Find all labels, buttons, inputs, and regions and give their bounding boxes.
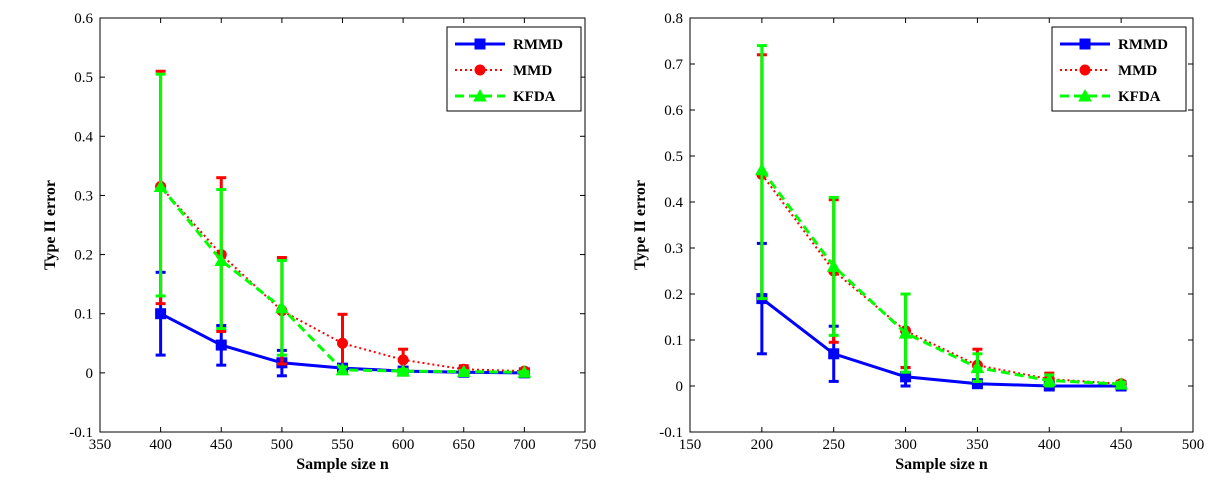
- data-point-kfda: [153, 179, 168, 193]
- legend-label-rmmd: RMMD: [513, 37, 563, 53]
- y-tick-label: 0.5: [74, 70, 93, 86]
- x-tick-label: 400: [149, 437, 172, 453]
- x-tick-label: 150: [679, 437, 702, 453]
- series-line-rmmd: [760, 297, 1122, 388]
- series-line-mmd: [761, 173, 1122, 385]
- y-tick-label: 0.6: [664, 103, 683, 119]
- data-point-kfda: [826, 259, 841, 272]
- y-tick-label: 0.4: [664, 195, 683, 211]
- legend-marker-mmd: [474, 64, 486, 76]
- data-point-rmmd: [828, 348, 840, 360]
- legend-label-kfda: KFDA: [513, 89, 556, 105]
- y-tick-label: 0.1: [664, 333, 683, 349]
- data-point-kfda: [898, 326, 913, 339]
- legend: RMMD MMD KFDA: [446, 26, 582, 112]
- x-tick-label: 400: [1038, 437, 1061, 453]
- series-line-kfda: [760, 168, 1122, 386]
- x-tick-label: 350: [89, 437, 112, 453]
- x-axis-label: Sample size n: [296, 456, 389, 473]
- y-tick-label: 0.2: [74, 248, 93, 264]
- legend-label-mmd: MMD: [513, 63, 552, 79]
- x-tick-label: 200: [751, 437, 774, 453]
- legend-label-mmd: MMD: [1118, 63, 1157, 79]
- legend-label-kfda: KFDA: [1118, 89, 1161, 105]
- data-point-kfda: [517, 365, 532, 378]
- right-chart-panel: 150 200 250 300 350 400 450 500 -0.1 0 0.1 0.2 0.3 0.…: [632, 11, 1204, 473]
- data-point-kfda: [275, 300, 289, 314]
- y-tick-label: 0.5: [664, 149, 683, 165]
- y-tick-label: 0.3: [664, 241, 683, 257]
- x-tick-label: 550: [331, 437, 354, 453]
- legend-marker-rmmd: [1079, 38, 1091, 50]
- x-tick-label: 500: [1182, 437, 1205, 453]
- x-tick-label: 450: [210, 437, 233, 453]
- x-tick-label: 250: [822, 437, 845, 453]
- data-point-kfda: [396, 364, 410, 377]
- x-tick-label: 750: [574, 437, 597, 453]
- y-tick-label: -0.1: [659, 425, 683, 441]
- y-tick-label: 0: [676, 379, 684, 395]
- data-point-kfda: [755, 162, 769, 176]
- series-kfda: [153, 72, 532, 378]
- data-point-kfda: [335, 362, 350, 376]
- legend-label-rmmd: RMMD: [1118, 37, 1168, 53]
- legend-marker-kfda: [1078, 88, 1092, 102]
- data-point-rmmd: [215, 339, 227, 351]
- x-tick-label: 350: [966, 437, 989, 453]
- series-kfda: [755, 44, 1128, 390]
- data-point-mmd: [397, 354, 409, 366]
- legend-marker-kfda: [473, 88, 487, 102]
- x-tick-label: 500: [271, 437, 294, 453]
- data-point-kfda: [1042, 373, 1057, 386]
- x-tick-label: 650: [453, 437, 476, 453]
- y-tick-label: -0.1: [69, 425, 93, 441]
- left-chart-panel: 350 400 450 500 550 600 650 700 750 -0.1 0 0.1 0.2 0.…: [42, 11, 596, 473]
- y-tick-label: 0.1: [74, 307, 93, 323]
- y-tick-label: 0.8: [664, 11, 683, 27]
- legend: RMMD MMD KFDA: [1051, 26, 1187, 112]
- legend-marker-mmd: [1079, 64, 1091, 76]
- data-point-kfda: [456, 364, 471, 378]
- y-axis-label: Type II error: [632, 180, 649, 270]
- x-tick-label: 700: [513, 437, 536, 453]
- y-tick-label: 0.6: [74, 11, 93, 27]
- y-tick-label: 0.2: [664, 287, 683, 303]
- x-tick-label: 450: [1110, 437, 1133, 453]
- y-tick-label: 0.3: [74, 188, 93, 204]
- y-tick-label: 0: [86, 366, 94, 382]
- y-axis-label: Type II error: [42, 180, 59, 270]
- x-tick-label: 300: [894, 437, 917, 453]
- data-point-kfda: [214, 253, 229, 266]
- data-point-rmmd: [155, 308, 167, 320]
- legend-marker-rmmd: [474, 38, 486, 50]
- x-axis-label: Sample size n: [895, 456, 988, 473]
- y-tick-label: 0.7: [664, 57, 683, 73]
- data-point-kfda: [970, 360, 985, 374]
- data-point-mmd: [337, 337, 348, 349]
- data-point-kfda: [1114, 377, 1128, 390]
- x-tick-label: 600: [392, 437, 415, 453]
- y-tick-label: 0.4: [74, 129, 93, 145]
